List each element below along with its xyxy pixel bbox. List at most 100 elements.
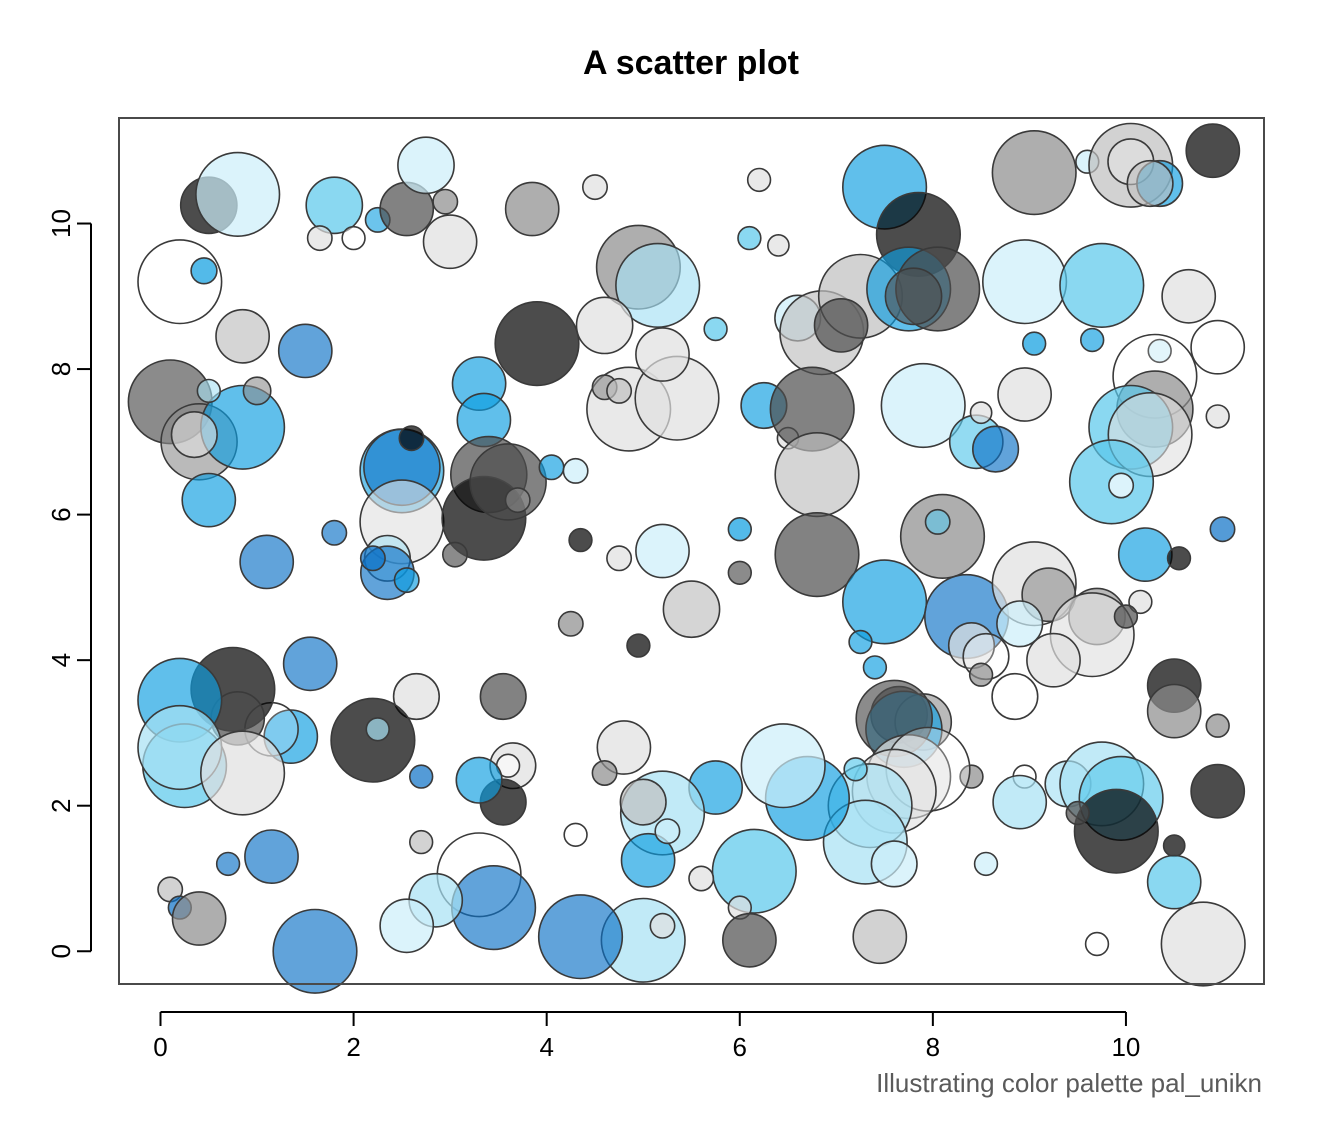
scatter-point	[1117, 527, 1173, 583]
y-axis: 0 2 4 6 8 10	[46, 209, 92, 958]
scatter-point	[538, 454, 565, 481]
scatter-point	[722, 912, 777, 968]
scatter-point	[196, 378, 222, 404]
scatter-point	[1079, 327, 1105, 353]
scatter-point	[1205, 713, 1230, 738]
scatter-point	[992, 774, 1048, 830]
scatter-point	[190, 257, 218, 285]
scatter-point	[432, 188, 459, 215]
scatter-point	[737, 225, 762, 251]
scatter-point	[591, 759, 618, 786]
scatter-point	[1146, 683, 1202, 739]
scatter-point	[409, 764, 434, 789]
scatter-point	[1126, 159, 1174, 208]
scatter-point	[606, 377, 633, 404]
scatter-point	[244, 829, 299, 885]
scatter-point	[282, 636, 338, 692]
scatter-point	[996, 600, 1044, 648]
scatter-point	[305, 176, 364, 235]
scatter-point	[649, 912, 676, 939]
scatter-point	[365, 717, 390, 742]
y-tick-label: 0	[46, 944, 76, 958]
scatter-point	[1162, 834, 1186, 858]
y-tick-label: 8	[46, 362, 76, 376]
scatter-point	[181, 472, 237, 528]
scatter-point	[1021, 331, 1047, 356]
scatter-point	[973, 851, 999, 877]
scatter-point	[1146, 854, 1202, 910]
scatter-point	[397, 136, 455, 195]
y-tick-label: 10	[46, 209, 76, 238]
scatter-point	[596, 720, 652, 775]
y-tick-label: 6	[46, 507, 76, 521]
scatter-point	[991, 130, 1077, 216]
x-tick-label: 2	[346, 1032, 360, 1062]
scatter-point	[409, 829, 434, 855]
scatter-point	[321, 519, 348, 546]
scatter-point	[688, 865, 715, 892]
scatter-point	[880, 362, 966, 449]
points-layer	[127, 122, 1246, 994]
x-tick-label: 8	[926, 1032, 940, 1062]
scatter-point	[1113, 604, 1139, 629]
scatter-point	[1084, 931, 1110, 957]
x-axis: 0 2 4 6 8 10	[153, 1011, 1140, 1062]
scatter-point	[746, 167, 772, 193]
scatter-point	[1205, 404, 1230, 429]
scatter-point	[727, 560, 752, 585]
scatter-point	[870, 840, 918, 888]
x-tick-label: 0	[153, 1032, 167, 1062]
scatter-point	[170, 411, 218, 459]
y-tick-label: 2	[46, 798, 76, 812]
scatter-point	[581, 174, 608, 201]
scatter-point	[200, 730, 286, 816]
scatter-point	[451, 864, 537, 951]
scatter-point	[971, 425, 1020, 473]
scatter-point	[479, 672, 527, 721]
scatter-point	[703, 316, 728, 342]
scatter-point	[455, 756, 503, 804]
scatter-point	[239, 534, 295, 590]
scatter-point	[392, 672, 441, 721]
scatter-point	[575, 296, 634, 355]
scatter-point	[393, 567, 420, 594]
scatter-point	[563, 822, 588, 847]
scatter-point	[981, 239, 1068, 325]
scatter-point	[242, 376, 272, 406]
scatter-point	[537, 894, 624, 980]
scatter-point	[562, 457, 589, 484]
scatter-point	[1128, 589, 1153, 615]
scatter-point	[1108, 472, 1135, 499]
scatter-point	[997, 367, 1053, 422]
scatter-point	[852, 909, 908, 965]
scatter-point	[1190, 763, 1246, 819]
scatter-point	[899, 493, 986, 580]
chart-caption: Illustrating color palette pal_unikn	[876, 1068, 1262, 1098]
x-tick-label: 4	[539, 1032, 553, 1062]
scatter-point	[1166, 546, 1192, 571]
scatter-point	[1161, 268, 1217, 324]
scatter-point	[862, 655, 888, 680]
scatter-point	[615, 242, 701, 328]
scatter-point	[504, 181, 560, 237]
scatter-point	[606, 545, 633, 572]
scatter-point	[306, 225, 333, 252]
scatter-point	[924, 508, 951, 535]
scatter-point	[727, 516, 752, 542]
scatter-point	[654, 818, 681, 845]
scatter-point	[1190, 319, 1246, 375]
scatter-point	[277, 323, 333, 379]
scatter-point	[195, 151, 281, 237]
scatter-point	[635, 327, 690, 382]
scatter-point	[968, 662, 994, 687]
scatter-point	[171, 891, 227, 946]
scatter-point	[1185, 123, 1241, 179]
scatter-point	[774, 432, 860, 518]
scatter-point	[494, 301, 580, 387]
scatter-point	[272, 908, 358, 994]
scatter-point	[1209, 516, 1236, 543]
scatter-point	[711, 828, 797, 914]
scatter-point	[620, 832, 676, 888]
plot-frame	[118, 117, 1265, 985]
